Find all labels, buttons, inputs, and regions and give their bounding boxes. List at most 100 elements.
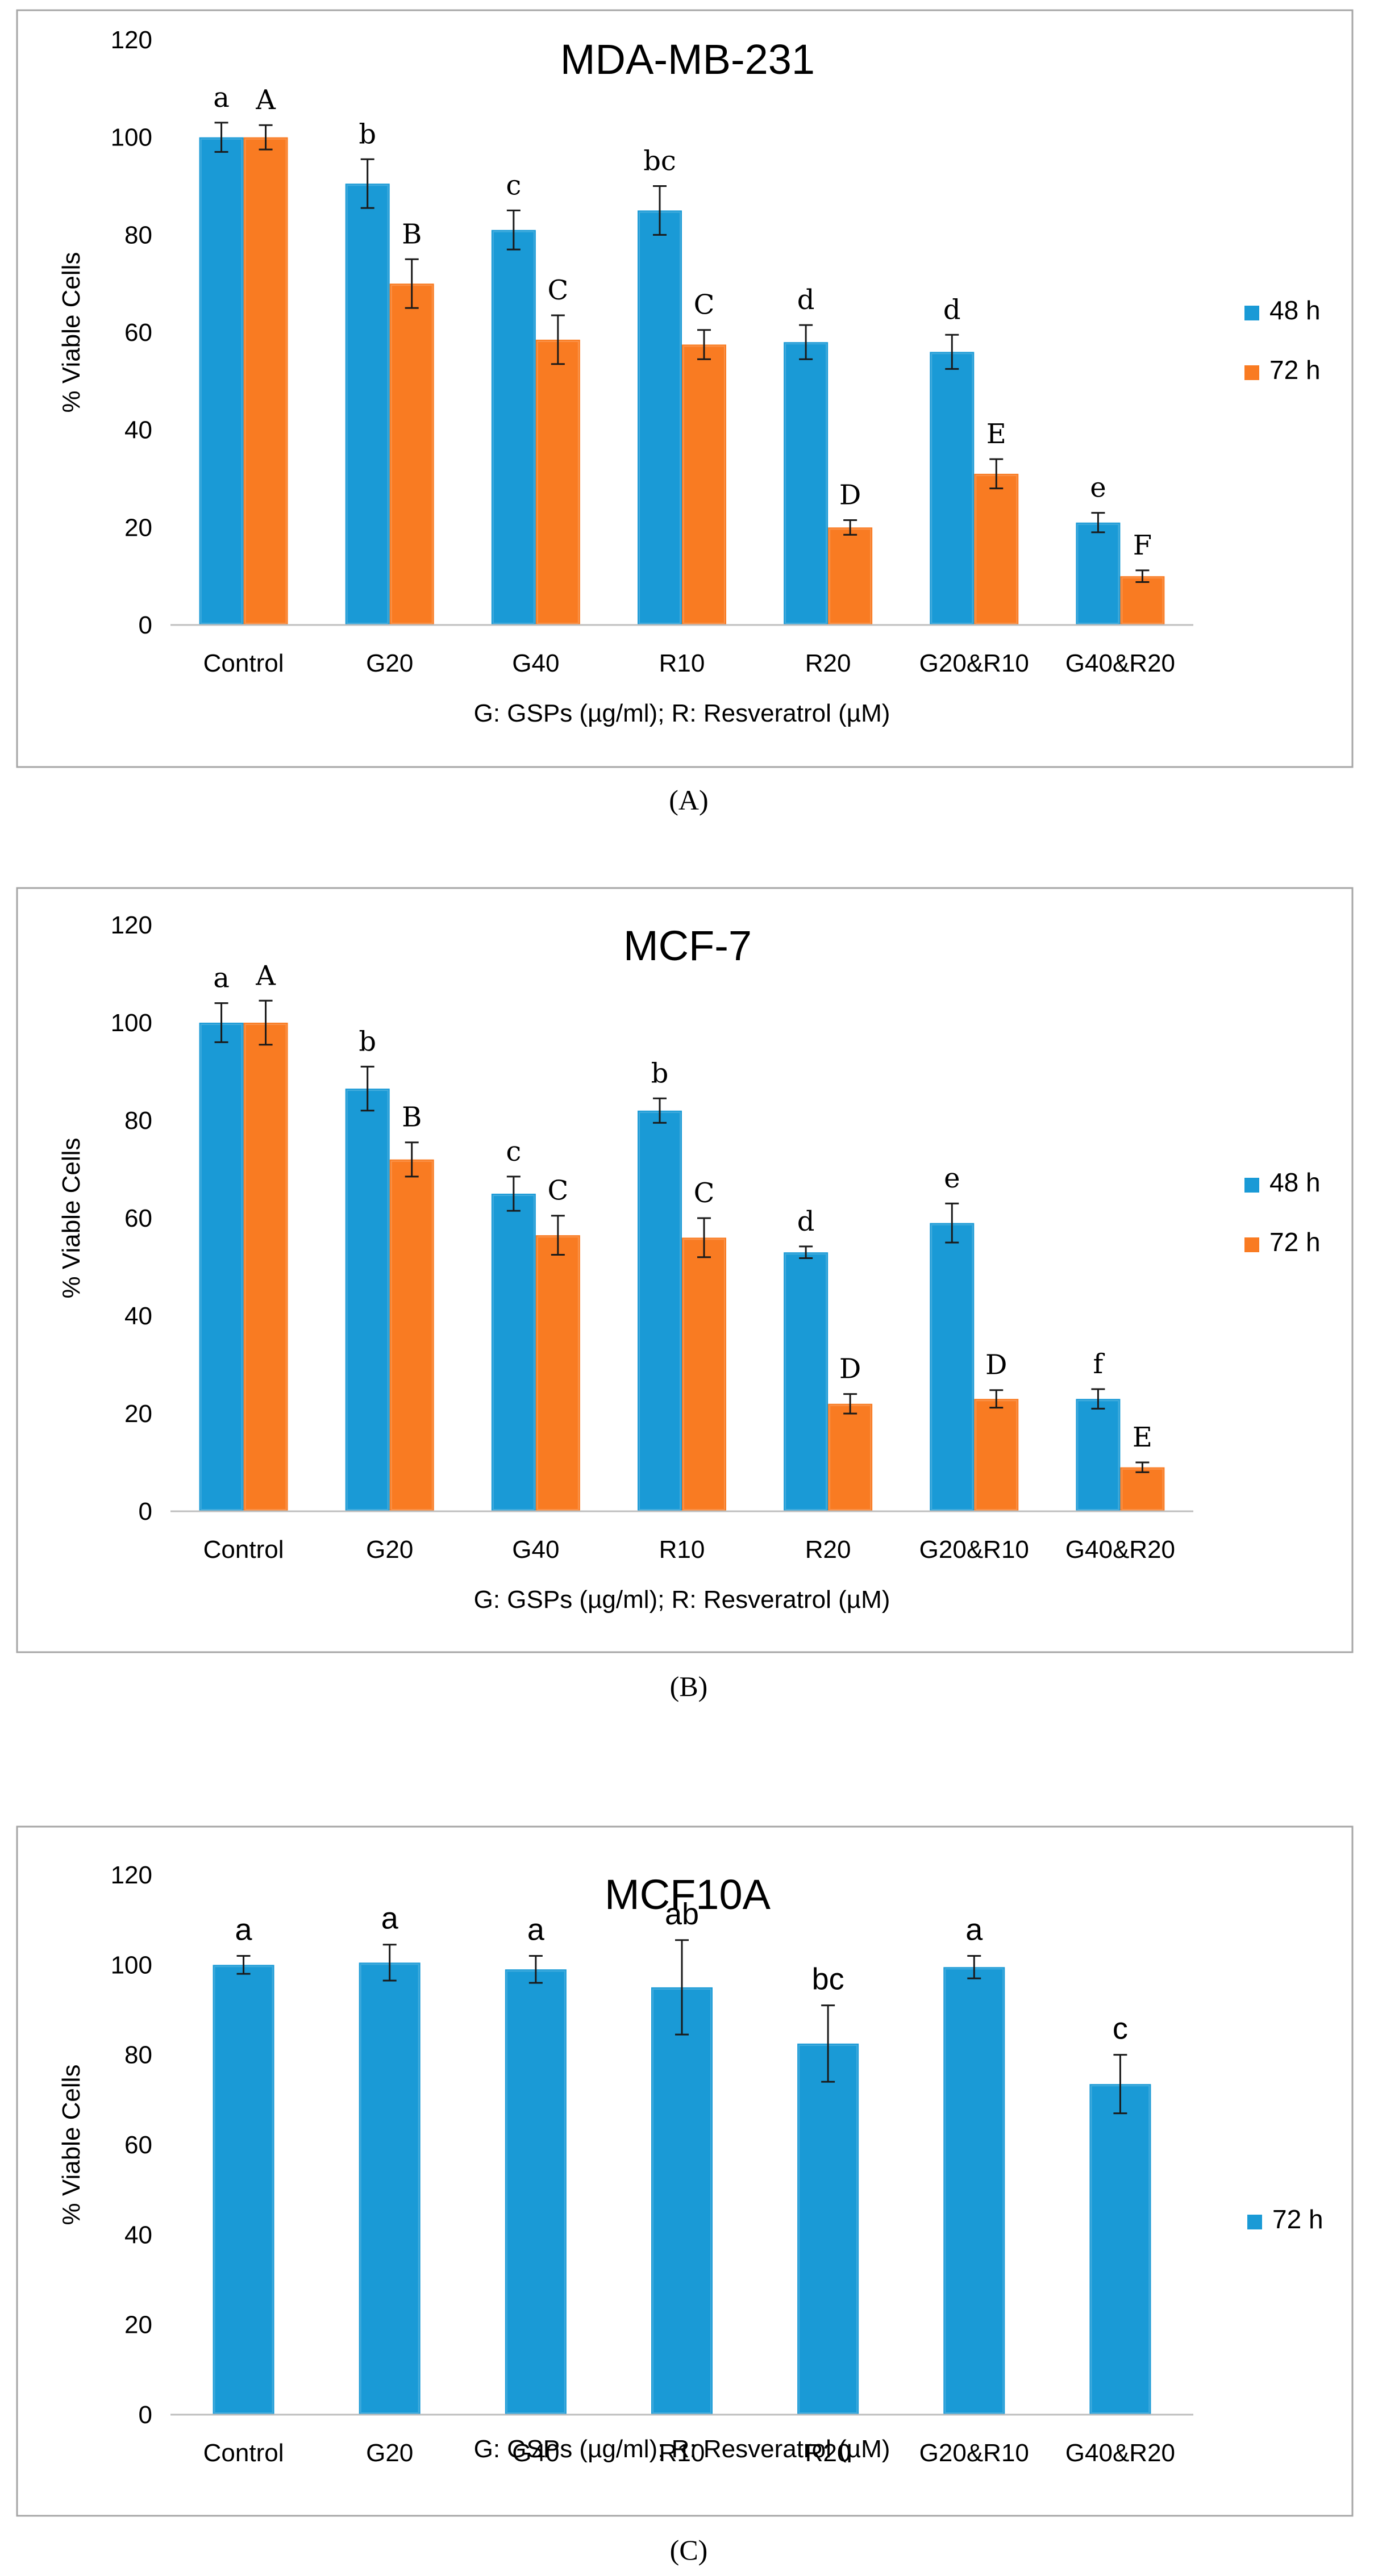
significance-label: c [506,169,521,201]
category-label: R10 [659,1536,705,1564]
significance-label: A [255,84,276,116]
x-axis-title: G: GSPs (µg/ml); R: Resveratrol (µM) [474,699,890,727]
category-label: R20 [805,1536,851,1564]
y-tick-label: 0 [139,611,152,639]
significance-label: d [943,294,961,326]
legend-label: 72 h [1269,1227,1321,1257]
bar [199,1023,244,1511]
bar [491,1194,536,1511]
chart-panel-3: 0 20 40 60 80 100 120 % Viable Cells MCF10A a Cont… [16,1825,1354,2517]
significance-label: e [944,1162,960,1194]
category-label: G20&R10 [919,649,1029,677]
category-label: G20 [366,649,413,677]
significance-label: bc [643,145,676,177]
y-tick-label: 80 [124,221,152,249]
chart-panel-2: 0 20 40 60 80 100 120 % Viable Cells MCF-7 a A Cont… [16,887,1354,1653]
significance-label: E [1133,1422,1152,1453]
y-axis-title: % Viable Cells [57,1138,85,1299]
bar [682,344,726,625]
category-label: R20 [805,2439,851,2467]
significance-label: ab [665,1897,699,1931]
significance-label: a [235,1913,253,1947]
y-tick-label: 80 [124,1107,152,1135]
significance-label: b [359,1026,376,1057]
category-label: Control [203,649,284,677]
bar [638,1110,682,1511]
significance-label: a [381,1902,399,1936]
significance-label: C [694,289,715,321]
category-label: Control [203,2439,284,2467]
significance-label: c [506,1136,521,1168]
bar [784,1252,829,1511]
legend-label: 72 h [1272,2204,1323,2234]
category-label: R10 [659,649,705,677]
significance-label: bc [812,1962,844,1996]
significance-label: B [402,218,422,250]
chart-title: MDA-MB-231 [560,36,815,83]
significance-label: b [359,118,376,150]
bar [784,342,829,625]
y-tick-label: 40 [124,2221,152,2249]
bar [505,1969,567,2415]
y-tick-label: 20 [124,1400,152,1428]
significance-label: d [797,1206,815,1237]
bar [1076,522,1121,625]
category-label: G20 [366,1536,413,1564]
chart-title: MCF-7 [623,922,752,969]
bar [1089,2084,1151,2415]
bar [213,1965,274,2415]
bar [389,1159,434,1511]
significance-label: c [1113,2012,1128,2046]
bar [1120,1467,1165,1511]
category-label: Control [203,1536,284,1564]
legend-label: 48 h [1269,1168,1321,1197]
bar [345,1089,390,1511]
bar [535,339,580,625]
significance-label: D [839,1353,861,1385]
chart-panel-1: 0 20 40 60 80 100 120 % Viable Cells MDA-MB-231 a… [16,9,1354,768]
category-label: G40 [512,649,559,677]
bar [359,1962,421,2415]
y-tick-label: 60 [124,1204,152,1232]
bar [682,1237,726,1511]
significance-label: E [986,418,1006,450]
chart-title: MCF10A [605,1871,771,1918]
x-axis-title: G: GSPs (µg/ml); R: Resveratrol (µM) [474,2435,890,2463]
bar [828,527,873,625]
y-tick-label: 40 [124,1302,152,1330]
category-label: G40&R20 [1065,2439,1175,2467]
y-tick-label: 100 [111,124,152,152]
y-tick-label: 0 [139,2401,152,2429]
bar [797,2043,859,2415]
significance-label: C [694,1177,715,1209]
panel-caption: (B) [670,1670,708,1702]
bar [638,210,682,626]
category-label: G20&R10 [919,1536,1029,1564]
bar [535,1235,580,1511]
y-tick-label: 60 [124,2131,152,2159]
bar [199,137,244,625]
bar [828,1403,873,1511]
significance-label: b [651,1057,669,1089]
legend-swatch [1244,306,1259,320]
legend-swatch [1244,1237,1259,1252]
bar [974,473,1019,625]
y-tick-label: 100 [111,1009,152,1037]
bar [491,230,536,625]
significance-label: a [527,1913,545,1947]
y-axis-title: % Viable Cells [57,252,85,413]
bar [930,1223,975,1511]
y-tick-label: 20 [124,2311,152,2339]
bar [1076,1399,1121,1511]
category-label: R20 [805,649,851,677]
y-tick-label: 20 [124,514,152,541]
category-label: R10 [659,2439,705,2467]
y-tick-label: 120 [111,911,152,939]
significance-label: D [839,479,861,511]
category-label: G40 [512,1536,559,1564]
bar [243,1023,288,1511]
panel-caption: (A) [669,784,708,816]
category-label: G20 [366,2439,413,2467]
significance-label: A [255,960,276,991]
significance-label: e [1090,472,1106,504]
